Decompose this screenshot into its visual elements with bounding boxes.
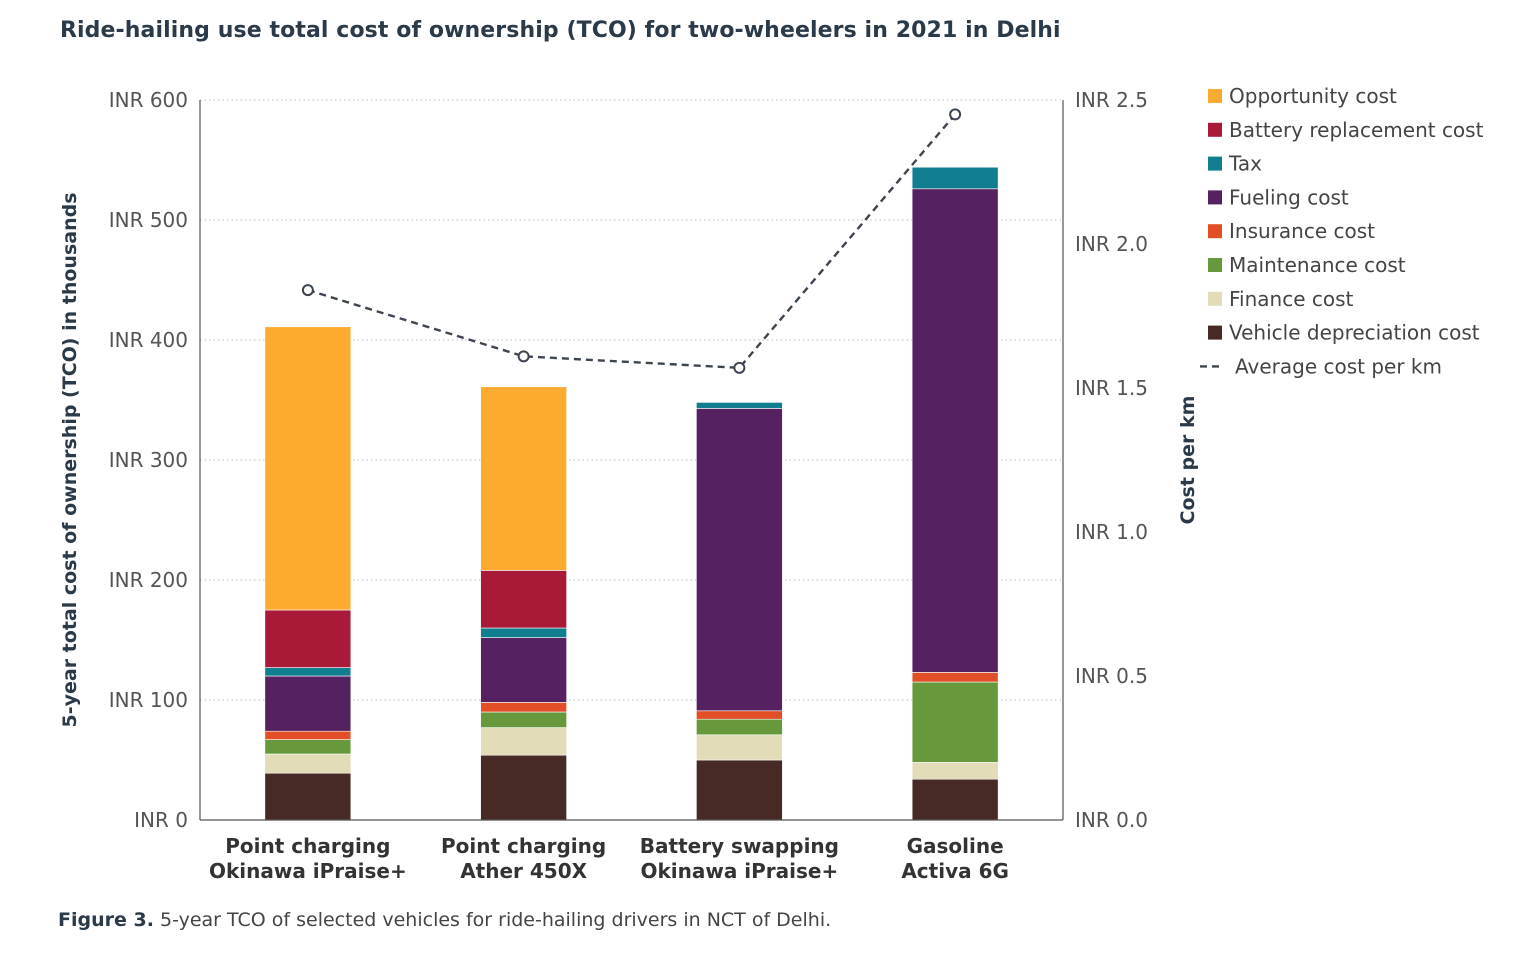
bar-segment — [911, 166, 999, 190]
bar-segment — [264, 739, 352, 755]
average-cost-point — [733, 361, 746, 374]
bar-segment — [264, 667, 352, 677]
legend-label: Vehicle depreciation cost — [1229, 321, 1480, 345]
y-tick-label: INR 600 — [109, 88, 188, 112]
x-category-label: Okinawa iPraise+ — [209, 859, 407, 883]
y-axis-title: 5-year total cost of ownership (TCO) in … — [59, 192, 81, 727]
legend-swatch — [1208, 291, 1222, 306]
bar-segment — [480, 637, 567, 703]
bar-segment — [696, 718, 783, 736]
legend-label: Maintenance cost — [1229, 253, 1406, 277]
x-category-label: Point charging — [225, 834, 390, 858]
bar-segment — [911, 681, 999, 763]
legend-swatch — [1208, 156, 1222, 171]
bar-segment — [911, 778, 999, 821]
y-tick-label: INR 400 — [109, 328, 188, 352]
x-category-label: Gasoline — [907, 834, 1004, 858]
bar-segment — [264, 730, 352, 740]
y-tick-label: INR 300 — [109, 448, 188, 472]
bar-segment — [911, 672, 999, 683]
legend: Opportunity cost Battery replacement cost… — [1200, 84, 1484, 378]
legend-label: Opportunity cost — [1229, 84, 1397, 108]
y2-tick-label: INR 2.0 — [1075, 232, 1148, 256]
legend-swatch — [1208, 122, 1222, 137]
x-category-label: Point charging — [441, 834, 606, 858]
bar-segment — [264, 609, 352, 668]
bar-segment — [480, 627, 567, 638]
y2-tick-label: INR 1.0 — [1075, 520, 1148, 544]
y-tick-label: INR 200 — [109, 568, 188, 592]
average-cost-point — [949, 108, 962, 121]
bar-segment — [264, 326, 352, 611]
legend-label: Tax — [1228, 152, 1262, 176]
bar-segment — [480, 702, 567, 713]
bar-segment — [480, 727, 567, 756]
y2-axis-title: Cost per km — [1177, 396, 1199, 525]
average-cost-line-path — [307, 113, 957, 370]
average-cost-point — [301, 284, 314, 297]
average-cost-line — [301, 108, 962, 374]
bar-segment — [264, 753, 352, 774]
legend-label: Insurance cost — [1229, 219, 1375, 243]
legend-swatch — [1208, 258, 1222, 272]
x-category-label: Ather 450X — [460, 859, 587, 883]
figure-label: Figure 3. — [58, 909, 154, 931]
chart-title: Ride-hailing use total cost of ownership… — [60, 18, 1061, 43]
legend-swatch — [1208, 190, 1222, 205]
x-category-label: Activa 6G — [901, 859, 1009, 883]
figure-caption-text: 5-year TCO of selected vehicles for ride… — [159, 909, 832, 931]
y-tick-label: INR 500 — [109, 208, 188, 232]
legend-label: Battery replacement cost — [1229, 118, 1484, 142]
legend-swatch — [1208, 325, 1222, 340]
legend-label: Average cost per km — [1235, 354, 1442, 378]
x-category-label: Battery swapping — [640, 834, 839, 858]
y2-tick-label: INR 0.0 — [1075, 808, 1148, 832]
bar-segment — [911, 188, 999, 673]
bar-segment — [911, 762, 999, 780]
stacked-bars — [264, 166, 999, 821]
bar-segment — [480, 711, 567, 728]
bar-segment — [696, 408, 783, 712]
y-tick-label: INR 0 — [134, 808, 188, 832]
axes: INR 0 INR 100 INR 200 INR 300 INR 400 INR 500… — [59, 88, 1199, 883]
y-tick-label: INR 100 — [109, 688, 188, 712]
average-cost-point — [517, 350, 530, 363]
bar-segment — [264, 772, 352, 821]
legend-label: Finance cost — [1229, 287, 1354, 311]
bar-segment — [264, 675, 352, 732]
bar-segment — [480, 754, 567, 821]
x-category-label: Okinawa iPraise+ — [640, 859, 838, 883]
bar-segment — [696, 734, 783, 761]
y2-tick-label: INR 1.5 — [1075, 376, 1148, 400]
legend-label: Fueling cost — [1229, 185, 1349, 209]
bar-segment — [696, 759, 783, 821]
legend-swatch — [1208, 224, 1222, 239]
y2-tick-label: INR 0.5 — [1075, 664, 1148, 688]
y2-tick-label: INR 2.5 — [1075, 88, 1148, 112]
bar-segment — [480, 386, 567, 571]
legend-swatch — [1208, 89, 1222, 103]
bar-segment — [696, 710, 783, 720]
figure-caption: Figure 3. 5-year TCO of selected vehicle… — [58, 909, 831, 931]
bar-segment — [696, 402, 783, 409]
bar-segment — [480, 570, 567, 629]
